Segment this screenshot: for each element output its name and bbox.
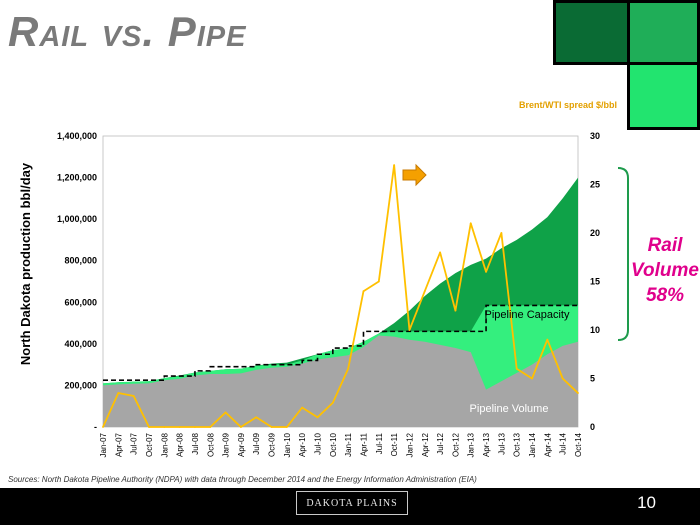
arrow-icon: [402, 163, 427, 187]
x-tick-label: Jan-14: [528, 432, 537, 457]
y-tick-label: 1,200,000: [57, 173, 97, 183]
x-tick-label: Apr-12: [421, 432, 430, 457]
x-tick-label: Oct-14: [574, 432, 583, 457]
spread-point: [546, 338, 549, 341]
spread-point: [224, 411, 227, 414]
y-tick-label: 800,000: [64, 256, 97, 266]
x-tick-label: Jan-12: [405, 432, 414, 457]
x-tick-label: Jan-09: [222, 432, 231, 457]
pipeline-capacity-label: Pipeline Capacity: [485, 309, 570, 321]
x-tick-label: Oct-10: [329, 432, 338, 457]
x-tick-label: Jan-10: [283, 432, 292, 457]
spread-point: [301, 406, 304, 409]
spread-point: [469, 222, 472, 225]
page-number: 10: [637, 493, 656, 512]
spread-point: [393, 164, 396, 167]
x-tick-label: Jan-13: [467, 432, 476, 457]
spread-point: [500, 232, 503, 234]
x-tick-label: Oct-09: [268, 432, 277, 457]
y2-tick-label: 15: [590, 277, 600, 287]
y2-tick-label: 30: [590, 131, 600, 141]
spread-point: [194, 426, 196, 428]
x-tick-label: Jan-11: [344, 432, 353, 456]
y-tick-label: 400,000: [64, 339, 97, 349]
sources-note: Sources: North Dakota Pipeline Authority…: [8, 475, 477, 484]
slide-title: Rail vs. Pipe: [8, 8, 247, 55]
x-tick-label: Oct-13: [513, 432, 522, 457]
x-tick-label: Jul-11: [375, 432, 384, 454]
area-pipeline-volume: [103, 335, 578, 427]
spread-point: [270, 426, 273, 428]
spread-point: [117, 392, 120, 394]
spread-point: [577, 392, 579, 394]
y2-tick-label: 25: [590, 180, 600, 190]
spread-point: [331, 401, 334, 404]
production-chart: - 200,000 400,000 600,000 800,000 1,000,000 1,…: [18, 100, 629, 457]
x-tick-label: Apr-09: [237, 432, 246, 457]
spread-point: [163, 426, 166, 428]
spread-point: [531, 377, 533, 380]
x-tick-label: Jan-07: [99, 432, 108, 457]
spread-point: [485, 270, 487, 273]
x-tick-label: Oct-08: [206, 432, 215, 457]
spread-point: [362, 290, 365, 293]
x-tick-label: Jul-12: [436, 432, 445, 454]
y2-axis-title: Brent/WTI spread $/bbl: [519, 100, 617, 110]
x-tick-label: Jul-14: [559, 432, 568, 454]
x-tick-label: Apr-08: [176, 432, 185, 457]
x-tick-label: Oct-07: [145, 432, 154, 457]
decor-square-mid: [627, 0, 700, 65]
line-brent-wti-spread: [102, 164, 579, 428]
x-tick-label: Apr-13: [482, 432, 491, 457]
spread-point: [408, 329, 411, 331]
spread-point: [347, 367, 350, 370]
spread-point: [561, 377, 564, 380]
x-tick-label: Apr-11: [359, 432, 368, 456]
volume-bracket: [617, 167, 629, 341]
spread-point: [454, 309, 457, 312]
x-tick-label: Jan-08: [160, 432, 169, 457]
spread-point: [178, 426, 181, 428]
spread-point: [240, 426, 242, 428]
y2-tick-label: 10: [590, 325, 600, 335]
spread-point: [515, 367, 518, 370]
y-tick-label: -: [94, 422, 97, 432]
spread-point: [148, 426, 150, 428]
x-tick-label: Apr-10: [298, 432, 307, 457]
y-tick-label: 200,000: [64, 380, 97, 390]
x-tick-label: Jul-13: [497, 432, 506, 454]
spread-point: [102, 426, 104, 428]
y-axis-title: North Dakota production bbl/day: [18, 162, 33, 365]
y-tick-label: 600,000: [64, 297, 97, 307]
y2-tick-label: 0: [590, 422, 595, 432]
x-tick-label: Oct-11: [390, 432, 399, 456]
pipeline-volume-label: Pipeline Volume: [470, 403, 549, 415]
y2-tick-label: 20: [590, 228, 600, 238]
line-pipeline-capacity: [103, 304, 578, 382]
x-tick-label: Apr-14: [543, 432, 552, 457]
spread-point: [377, 280, 380, 283]
spread-point: [316, 416, 319, 419]
spread-point: [423, 290, 426, 293]
spread-point: [209, 426, 212, 428]
spread-point: [285, 426, 288, 428]
spread-point: [132, 395, 135, 397]
rail-volume-callout: Rail Volume 58%: [631, 235, 699, 306]
spread-point: [255, 416, 258, 419]
x-tick-label: Jul-09: [252, 432, 261, 454]
x-tick-label: Jul-07: [130, 432, 139, 454]
y-tick-label: 1,400,000: [57, 131, 97, 141]
company-logo: DAKOTA PLAINS: [296, 491, 408, 515]
x-tick-label: Apr-07: [114, 432, 123, 457]
footer-bar: [0, 488, 700, 525]
y2-tick-label: 5: [590, 374, 595, 384]
decor-square-light: [627, 62, 700, 130]
x-tick-label: Oct-12: [451, 432, 460, 457]
x-tick-label: Jul-10: [314, 432, 323, 454]
x-tick-label: Jul-08: [191, 432, 200, 454]
decor-square-dark: [553, 0, 630, 65]
spread-point: [439, 251, 441, 254]
y-tick-label: 1,000,000: [57, 214, 97, 224]
